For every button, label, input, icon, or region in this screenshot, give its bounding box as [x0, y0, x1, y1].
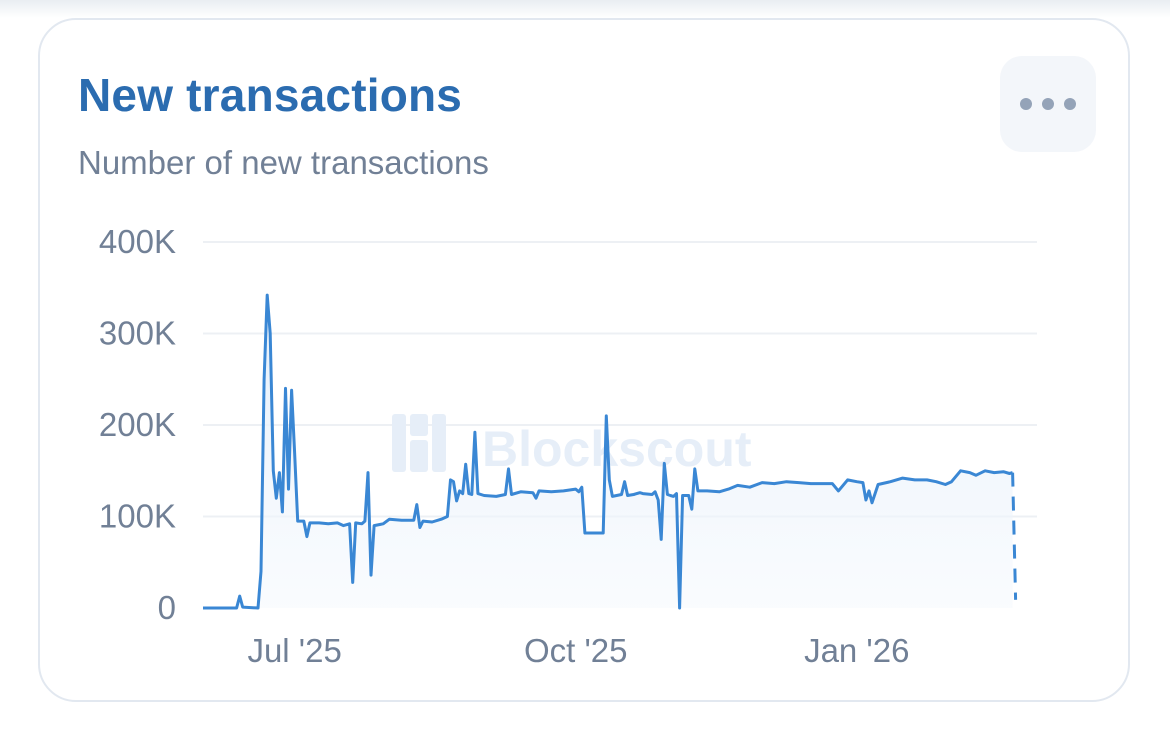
- series-line: [203, 293, 1014, 610]
- y-tick-label: 0: [158, 589, 176, 626]
- y-tick-label: 300K: [99, 315, 176, 352]
- y-tick-label: 400K: [99, 223, 176, 260]
- x-tick-label: Oct '25: [524, 632, 628, 669]
- x-tick-label: Jul '25: [247, 632, 341, 669]
- top-edge-shadow: [0, 0, 1170, 18]
- y-tick-label: 200K: [99, 406, 176, 443]
- x-tick-label: Jan '26: [804, 632, 909, 669]
- y-tick-label: 100K: [99, 498, 176, 535]
- line-chart: Blockscout 0 100K 200K 300K 400K Jul '25 Oct …: [99, 223, 1037, 669]
- series-line-incomplete: [1011, 472, 1018, 600]
- card-subtitle: Number of new transactions: [78, 144, 489, 181]
- watermark-text: Blockscout: [482, 421, 752, 477]
- more-horizontal-icon-dot: [1064, 98, 1076, 110]
- more-options-button[interactable]: [1000, 56, 1096, 152]
- watermark: Blockscout: [392, 414, 752, 477]
- new-transactions-card: New transactions Number of new transacti…: [38, 18, 1130, 702]
- more-horizontal-icon-dot: [1042, 98, 1054, 110]
- series-lines: [203, 293, 1018, 610]
- x-axis-ticks: Jul '25 Oct '25 Jan '26: [247, 632, 909, 669]
- card-title: New transactions: [78, 69, 463, 121]
- y-axis-ticks: 0 100K 200K 300K 400K: [99, 223, 176, 626]
- blockscout-logo-icon: [392, 414, 446, 472]
- more-horizontal-icon: [1020, 98, 1032, 110]
